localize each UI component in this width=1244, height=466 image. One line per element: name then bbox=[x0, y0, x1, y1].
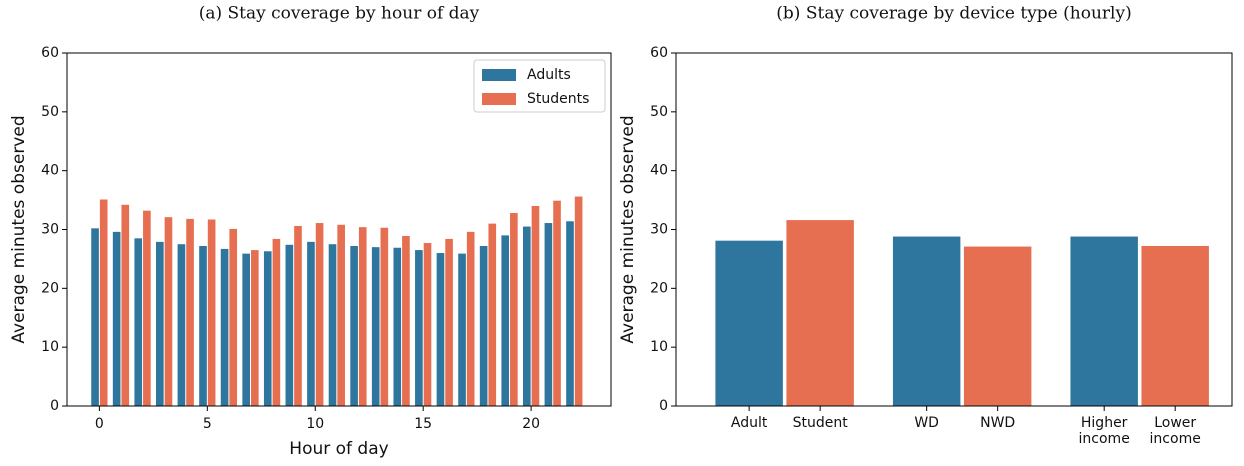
y-axis-label: Average minutes observed bbox=[618, 115, 638, 343]
axes-frame bbox=[675, 52, 1233, 407]
y-tick-label: 30 bbox=[41, 222, 59, 238]
legend-label: Adults bbox=[527, 67, 571, 83]
y-tick-label: 10 bbox=[650, 339, 668, 355]
bar bbox=[328, 244, 337, 406]
bar bbox=[220, 248, 229, 406]
legend-label: Students bbox=[527, 91, 589, 107]
bar bbox=[1141, 245, 1209, 406]
bar bbox=[358, 227, 367, 406]
y-tick-label: 30 bbox=[650, 222, 668, 238]
x-tick-label: 20 bbox=[522, 416, 540, 432]
legend-swatch bbox=[482, 69, 516, 81]
bar bbox=[963, 246, 1032, 406]
bar bbox=[786, 220, 854, 406]
bar bbox=[892, 236, 961, 406]
bar bbox=[164, 217, 173, 406]
bar bbox=[307, 241, 315, 406]
bar bbox=[488, 223, 497, 406]
bar bbox=[393, 247, 402, 406]
bar bbox=[294, 225, 302, 406]
bar bbox=[553, 200, 561, 406]
bar bbox=[337, 224, 345, 406]
y-tick-label: 20 bbox=[650, 280, 668, 296]
bar bbox=[1070, 236, 1138, 406]
x-tick-label: 15 bbox=[414, 416, 432, 432]
y-tick-label: 60 bbox=[41, 45, 59, 61]
bar bbox=[371, 247, 380, 406]
y-tick-label: 50 bbox=[41, 104, 59, 120]
chart-title: (b) Stay coverage by device type (hourly… bbox=[776, 4, 1131, 24]
bar bbox=[263, 251, 272, 406]
bar bbox=[479, 245, 488, 406]
bar bbox=[501, 235, 510, 406]
x-tick-label: Adult bbox=[730, 415, 768, 431]
bar bbox=[466, 231, 475, 406]
x-tick-label: WD bbox=[914, 415, 939, 431]
bar bbox=[156, 241, 164, 406]
bar bbox=[544, 223, 553, 406]
bar bbox=[199, 245, 207, 406]
bar bbox=[574, 196, 583, 406]
bar bbox=[402, 235, 410, 406]
y-tick-label: 40 bbox=[41, 163, 59, 179]
bar bbox=[445, 238, 453, 406]
x-tick-label: Student bbox=[792, 415, 848, 431]
bar bbox=[458, 253, 466, 406]
x-tick-label: NWD bbox=[980, 415, 1016, 431]
bar bbox=[207, 219, 216, 406]
bar bbox=[510, 213, 518, 406]
y-tick-label: 20 bbox=[41, 280, 59, 296]
y-tick-label: 0 bbox=[659, 398, 668, 414]
bar bbox=[250, 250, 259, 406]
x-axis-label: Hour of day bbox=[289, 439, 388, 459]
bar bbox=[315, 223, 324, 406]
chart-title: (a) Stay coverage by hour of day bbox=[199, 4, 480, 24]
bar bbox=[380, 227, 389, 406]
bar bbox=[229, 228, 238, 406]
bar bbox=[566, 221, 574, 406]
x-tick-label: 5 bbox=[203, 416, 212, 432]
axes-frame bbox=[66, 52, 612, 407]
bar bbox=[522, 226, 531, 406]
y-axis-label: Average minutes observed bbox=[9, 115, 29, 343]
legend-swatch bbox=[482, 93, 516, 105]
bar bbox=[423, 243, 432, 406]
x-tick-label: 10 bbox=[306, 416, 324, 432]
bar bbox=[285, 244, 294, 406]
bar bbox=[242, 253, 250, 406]
bar bbox=[99, 199, 108, 406]
y-tick-label: 60 bbox=[650, 45, 668, 61]
x-tick-label: Higher income bbox=[1078, 415, 1130, 447]
bar bbox=[112, 231, 121, 406]
x-tick-label: Lower income bbox=[1149, 415, 1201, 447]
y-tick-label: 10 bbox=[41, 339, 59, 355]
bar bbox=[91, 228, 99, 406]
bar bbox=[272, 238, 281, 406]
bar bbox=[134, 238, 143, 406]
bar bbox=[531, 205, 540, 406]
bar bbox=[715, 240, 783, 406]
x-tick-label: 0 bbox=[95, 416, 104, 432]
bar bbox=[186, 218, 194, 406]
bar bbox=[415, 250, 423, 406]
y-tick-label: 50 bbox=[650, 104, 668, 120]
bar bbox=[436, 253, 445, 406]
y-tick-label: 0 bbox=[50, 398, 59, 414]
bar bbox=[143, 210, 151, 406]
bar bbox=[350, 245, 358, 406]
bar bbox=[177, 244, 186, 406]
y-tick-label: 40 bbox=[650, 163, 668, 179]
bar bbox=[121, 204, 130, 406]
